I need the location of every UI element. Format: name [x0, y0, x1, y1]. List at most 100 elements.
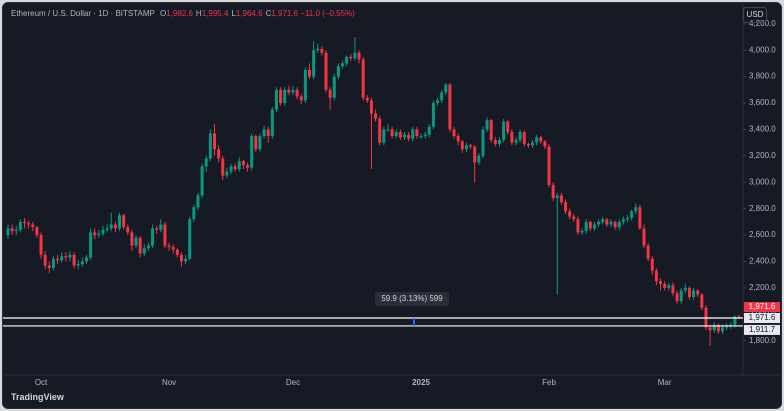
candle-body [464, 145, 468, 150]
ohlc-value: 1,964.6 [235, 9, 263, 18]
candle-body [531, 142, 535, 146]
candle-body [175, 249, 179, 255]
candle-body [514, 140, 518, 143]
candle-body [56, 258, 60, 261]
candle-body [60, 256, 64, 261]
candle-body [208, 133, 212, 159]
candle-body [659, 281, 663, 284]
candle-body [10, 228, 14, 232]
candle-body [712, 324, 716, 331]
ohlc-key: L [231, 9, 236, 18]
candle-body [105, 228, 109, 230]
candle-body [687, 287, 691, 298]
candle-body [109, 224, 113, 229]
candle-body [233, 166, 237, 170]
candle-body [402, 134, 406, 138]
candle-body [477, 155, 481, 163]
candle-body [638, 207, 642, 229]
candle-body [118, 215, 122, 229]
candle-body [357, 52, 361, 60]
y-tick-label: 4,200.0 [749, 19, 776, 28]
y-tick-label: 3,800.0 [749, 72, 776, 81]
candle-body [345, 56, 349, 64]
ohlc-key: O [159, 9, 167, 18]
candle-body [473, 146, 477, 163]
candle-body [332, 76, 336, 98]
candle-body [506, 121, 510, 133]
candle-body [76, 264, 80, 266]
candle-body [535, 137, 539, 143]
candle-body [737, 316, 741, 319]
candle-body [584, 221, 588, 232]
candle-body [31, 224, 35, 228]
y-tick-label: 4,000.0 [749, 45, 776, 54]
candle-body [646, 245, 650, 259]
y-tick-label: 1,800.0 [749, 336, 776, 345]
candle-body [663, 283, 667, 288]
candle-body [18, 221, 22, 230]
ohlc-value: 1,971.6 [271, 9, 299, 18]
candle-body [295, 89, 299, 97]
candle-body [320, 48, 324, 53]
candle-body [97, 233, 101, 236]
candle-body [733, 316, 737, 325]
brand-logo: TradingView [11, 392, 64, 402]
price-label-box [744, 324, 780, 335]
candle-body [241, 161, 245, 166]
last-price-box [744, 302, 780, 313]
last-price-label: 1,971.6 [749, 302, 776, 311]
candle-body [192, 207, 196, 220]
x-tick-label: 2025 [412, 378, 430, 387]
ohlc-value: 1,982.6 [166, 9, 193, 18]
y-tick-label: 2,200.0 [749, 283, 776, 292]
candle-body [431, 103, 435, 127]
candle-body [720, 327, 724, 332]
candle-body [283, 89, 287, 104]
candle-body [303, 70, 307, 101]
candle-body [568, 211, 572, 217]
candle-body [378, 118, 382, 143]
candle-body [543, 141, 547, 147]
ohlc-value: 1,995.4 [201, 9, 229, 18]
candle-body [361, 59, 365, 98]
candle-body [510, 132, 514, 143]
candle-body [299, 96, 303, 101]
candle-body [634, 207, 638, 212]
measure-box [375, 292, 449, 307]
candle-body [374, 113, 378, 119]
candle-body [650, 258, 654, 271]
currency-button[interactable]: USD [743, 7, 767, 23]
candle-body [497, 140, 501, 144]
candle-body [64, 256, 68, 258]
candle-body [68, 254, 72, 258]
candle-body [39, 235, 43, 255]
candle-body [225, 171, 229, 176]
candle-body [382, 129, 386, 143]
candle-body [130, 232, 134, 246]
candle-body [617, 221, 621, 228]
symbol: Ethereum / U.S. Dollar · 1D · BITSTAMP [11, 9, 155, 18]
candle-body [601, 219, 605, 222]
candle-body [179, 254, 183, 262]
candle-body [254, 136, 258, 150]
candle-body [613, 221, 617, 228]
candle-body [6, 228, 10, 236]
candle-body [80, 261, 84, 265]
candle-body [237, 161, 241, 170]
candle-body [126, 227, 130, 233]
measure-label: 59.9 (3.13%) 599 [381, 294, 443, 303]
candle-body [626, 217, 629, 220]
candle-body [221, 158, 225, 176]
candle-body [427, 126, 431, 135]
candle-body [35, 227, 39, 236]
candle-body [551, 184, 555, 199]
candle-body [155, 228, 159, 230]
candle-body [605, 219, 609, 225]
candle-body [679, 290, 683, 302]
candle-body [407, 134, 411, 139]
y-tick-label: 2,600.0 [749, 230, 776, 239]
candle-body [51, 258, 55, 269]
candle-body [250, 136, 254, 168]
candle-body [14, 229, 18, 232]
